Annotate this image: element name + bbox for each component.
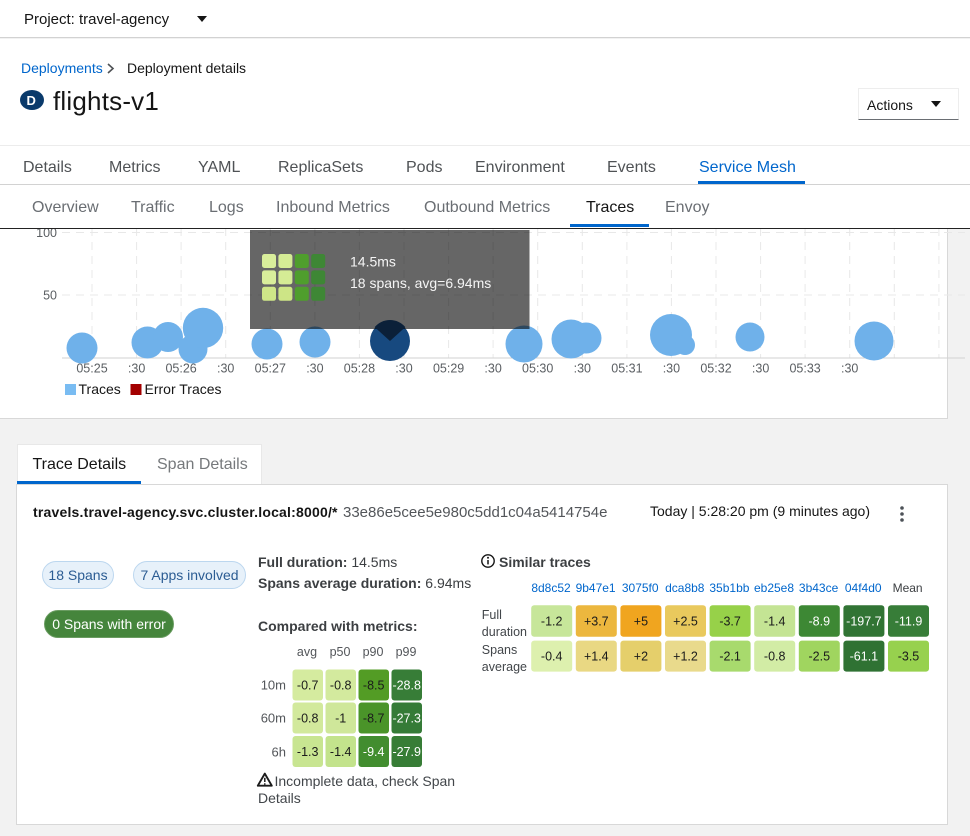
svg-text:Mean: Mean xyxy=(893,581,923,595)
svg-text:duration: duration xyxy=(482,625,527,639)
svg-text:05:32: 05:32 xyxy=(700,362,731,376)
svg-text:dca8b8: dca8b8 xyxy=(665,581,705,595)
svg-text:04f4d0: 04f4d0 xyxy=(845,581,882,595)
svg-text:-61.1: -61.1 xyxy=(850,650,879,664)
svg-text:-8.9: -8.9 xyxy=(809,615,831,629)
svg-text:+3.7: +3.7 xyxy=(584,615,609,629)
svg-text:05:28: 05:28 xyxy=(344,362,375,376)
svg-text:-197.7: -197.7 xyxy=(846,615,881,629)
svg-text:05:25: 05:25 xyxy=(76,362,107,376)
svg-text:05:27: 05:27 xyxy=(255,362,286,376)
svg-text:05:31: 05:31 xyxy=(611,362,642,376)
svg-text:3075f0: 3075f0 xyxy=(622,581,659,595)
svg-text:-1.4: -1.4 xyxy=(330,745,352,759)
svg-text:05:29: 05:29 xyxy=(433,362,464,376)
svg-text:05:30: 05:30 xyxy=(522,362,553,376)
svg-text:+1.2: +1.2 xyxy=(673,650,698,664)
svg-text:-11.9: -11.9 xyxy=(895,615,923,629)
svg-text:eb25e8: eb25e8 xyxy=(754,581,794,595)
svg-text:6h: 6h xyxy=(272,745,286,760)
svg-text:avg: avg xyxy=(297,645,317,659)
svg-text:+2.5: +2.5 xyxy=(673,615,698,629)
svg-text:-0.8: -0.8 xyxy=(764,650,786,664)
svg-text:100: 100 xyxy=(36,228,57,240)
svg-text:-8.7: -8.7 xyxy=(363,712,385,726)
svg-text:Error Traces: Error Traces xyxy=(145,381,222,397)
svg-text:+2: +2 xyxy=(634,650,648,664)
svg-text:18 spans, avg=6.94ms: 18 spans, avg=6.94ms xyxy=(350,275,491,291)
svg-text:3b43ce: 3b43ce xyxy=(799,581,839,595)
svg-text:-1.3: -1.3 xyxy=(297,745,319,759)
svg-text:Traces: Traces xyxy=(79,381,121,397)
svg-text::30: :30 xyxy=(752,362,769,376)
svg-text:average: average xyxy=(482,660,527,674)
svg-text:8d8c52: 8d8c52 xyxy=(531,581,571,595)
svg-text:-27.9: -27.9 xyxy=(392,745,421,759)
svg-text:+1.4: +1.4 xyxy=(584,650,609,664)
svg-text:-28.8: -28.8 xyxy=(392,679,421,693)
svg-text:Full: Full xyxy=(482,608,502,622)
svg-text:-2.1: -2.1 xyxy=(719,650,741,664)
svg-text:50: 50 xyxy=(43,289,57,303)
svg-text:-0.4: -0.4 xyxy=(541,650,563,664)
svg-text::30: :30 xyxy=(574,362,591,376)
svg-text:-0.8: -0.8 xyxy=(330,679,352,693)
svg-text:05:26: 05:26 xyxy=(165,362,196,376)
svg-text:-2.5: -2.5 xyxy=(809,650,831,664)
svg-text:-1.4: -1.4 xyxy=(764,615,786,629)
svg-text:-9.4: -9.4 xyxy=(363,745,385,759)
svg-text::30: :30 xyxy=(217,362,234,376)
svg-text:p90: p90 xyxy=(363,645,384,659)
svg-text:-1: -1 xyxy=(335,712,346,726)
svg-text::30: :30 xyxy=(663,362,680,376)
svg-text:Spans: Spans xyxy=(482,643,517,657)
svg-text:-27.3: -27.3 xyxy=(392,712,421,726)
svg-text:05:33: 05:33 xyxy=(789,362,820,376)
svg-text:-0.7: -0.7 xyxy=(297,679,319,693)
svg-text:-8.5: -8.5 xyxy=(363,679,385,693)
svg-text::30: :30 xyxy=(395,362,412,376)
svg-text::30: :30 xyxy=(128,362,145,376)
svg-text:9b47e1: 9b47e1 xyxy=(576,581,616,595)
svg-text:14.5ms: 14.5ms xyxy=(350,254,396,270)
svg-text::30: :30 xyxy=(306,362,323,376)
svg-text:-3.5: -3.5 xyxy=(898,650,920,664)
svg-text::30: :30 xyxy=(484,362,501,376)
svg-text:p99: p99 xyxy=(396,645,417,659)
svg-text:10m: 10m xyxy=(261,678,286,693)
svg-text:-1.2: -1.2 xyxy=(541,615,563,629)
svg-text:60m: 60m xyxy=(261,711,286,726)
svg-text:-3.7: -3.7 xyxy=(719,615,741,629)
svg-text:p50: p50 xyxy=(330,645,351,659)
svg-text::30: :30 xyxy=(841,362,858,376)
svg-text:+5: +5 xyxy=(634,615,648,629)
svg-text:35b1bb: 35b1bb xyxy=(709,581,749,595)
svg-text:-0.8: -0.8 xyxy=(297,712,319,726)
